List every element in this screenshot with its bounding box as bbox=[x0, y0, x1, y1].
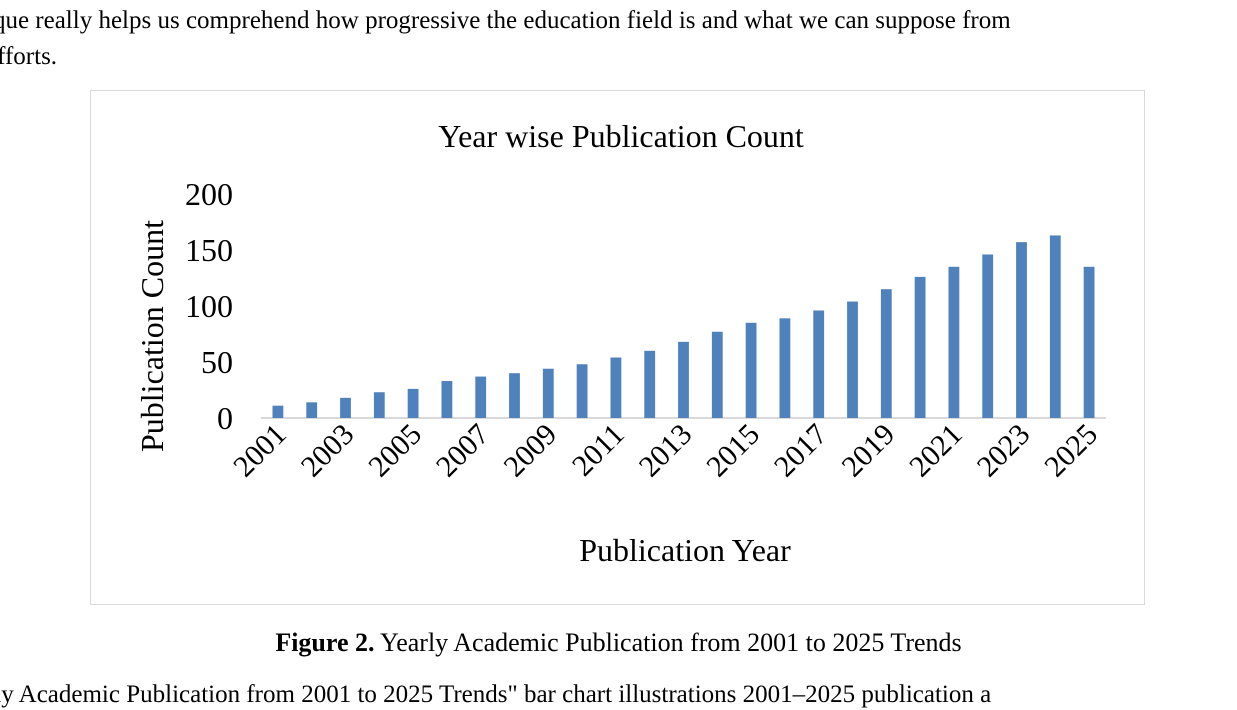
x-tick-label: 2005 bbox=[362, 418, 428, 484]
y-tick-label: 100 bbox=[185, 288, 233, 324]
body-text-line: rly Academic Publication from 2001 to 20… bbox=[0, 681, 992, 708]
bar-2017 bbox=[813, 310, 825, 418]
bar-2016 bbox=[779, 318, 791, 418]
x-tick-label: 2011 bbox=[566, 418, 631, 483]
bar-2010 bbox=[576, 364, 588, 418]
chart-title: Year wise Publication Count bbox=[438, 118, 804, 154]
bar-2001 bbox=[272, 405, 284, 418]
bar-2024 bbox=[1049, 235, 1061, 418]
bar-2009 bbox=[542, 368, 554, 418]
bar-2021 bbox=[948, 266, 960, 418]
bar-2020 bbox=[914, 276, 926, 418]
x-tick-label: 2009 bbox=[497, 418, 563, 484]
bar-2023 bbox=[1016, 242, 1027, 418]
bar-2005 bbox=[407, 388, 419, 418]
x-tick-label: 2015 bbox=[700, 418, 766, 484]
bar-2025 bbox=[1083, 266, 1095, 418]
bar-2006 bbox=[441, 381, 453, 418]
bar-2008 bbox=[509, 373, 520, 418]
y-tick-label: 0 bbox=[217, 400, 233, 436]
y-tick-label: 150 bbox=[185, 232, 233, 268]
bar-2015 bbox=[745, 322, 757, 418]
bar-2013 bbox=[678, 341, 689, 418]
y-tick-label: 50 bbox=[201, 344, 233, 380]
x-tick-label: 2025 bbox=[1038, 418, 1104, 484]
bar-2003 bbox=[340, 397, 351, 418]
x-tick-label: 2003 bbox=[295, 418, 361, 484]
bar-2007 bbox=[475, 376, 487, 418]
bar-2014 bbox=[711, 331, 723, 418]
x-tick-label: 2001 bbox=[227, 418, 293, 484]
chart-frame: Year wise Publication Count Publication … bbox=[90, 90, 1145, 605]
bar-2012 bbox=[644, 350, 656, 418]
caption-label: Figure 2. bbox=[275, 628, 375, 657]
body-text-line: efforts. bbox=[0, 43, 58, 70]
x-tick-label: 2019 bbox=[835, 418, 901, 484]
bar-2019 bbox=[880, 289, 892, 418]
caption-text: Yearly Academic Publication from 2001 to… bbox=[374, 628, 962, 657]
bar-2002 bbox=[306, 402, 318, 418]
y-axis-title: Publication Count bbox=[134, 220, 170, 452]
x-tick-label: 2007 bbox=[430, 418, 496, 484]
body-text-line: ique really helps us comprehend how prog… bbox=[0, 7, 1011, 34]
x-tick-label: 2017 bbox=[768, 418, 834, 484]
y-tick-label: 200 bbox=[185, 176, 233, 212]
bar-2004 bbox=[373, 392, 385, 418]
x-tick-label: 2023 bbox=[971, 418, 1037, 484]
bar-chart: Year wise Publication Count Publication … bbox=[134, 118, 1106, 568]
bar-2022 bbox=[982, 254, 994, 418]
figure-caption: Figure 2. Yearly Academic Publication fr… bbox=[0, 628, 1237, 658]
bar-2011 bbox=[610, 357, 622, 418]
x-tick-label: 2021 bbox=[903, 418, 969, 484]
x-tick-label: 2013 bbox=[633, 418, 699, 484]
x-axis-title: Publication Year bbox=[579, 532, 791, 568]
bar-2018 bbox=[847, 301, 858, 418]
